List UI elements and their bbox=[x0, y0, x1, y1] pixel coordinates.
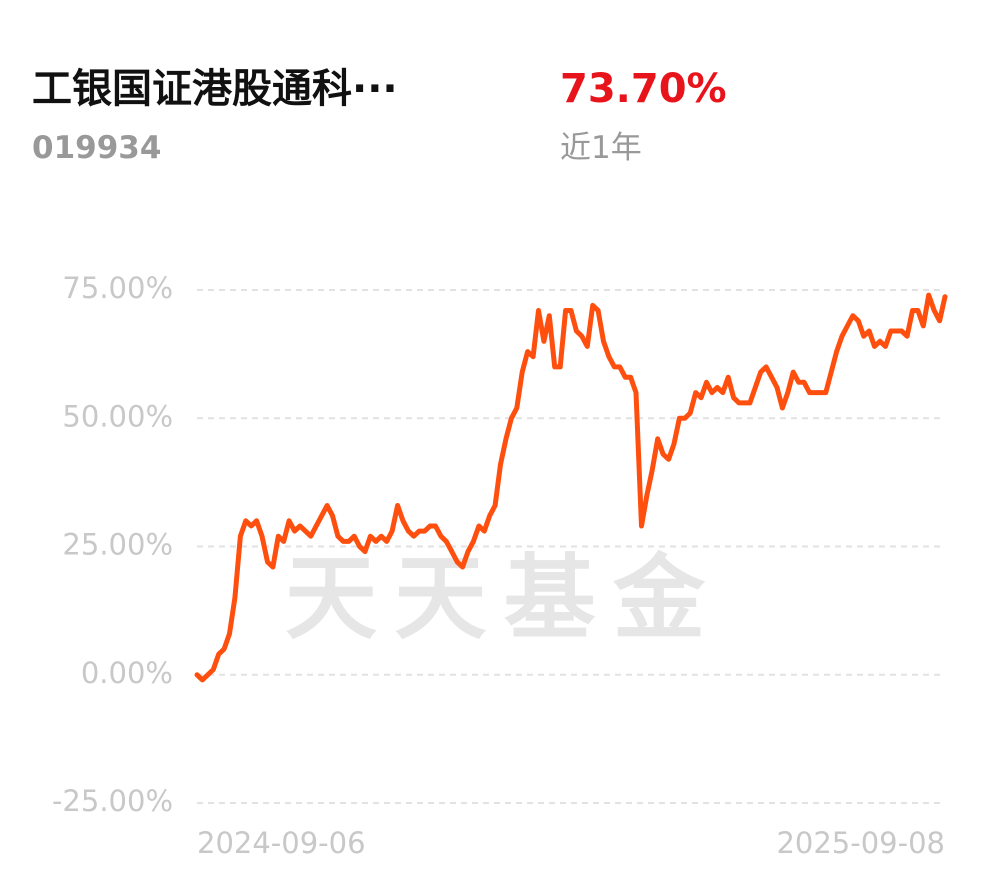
y-tick-label: 25.00% bbox=[62, 528, 173, 562]
line bbox=[194, 292, 948, 683]
y-tick-label: 50.00% bbox=[62, 399, 173, 433]
fund-code: 019934 bbox=[32, 130, 161, 166]
watermark: 天天基金 bbox=[285, 545, 706, 652]
y-tick-label: -25.00% bbox=[52, 784, 173, 818]
period: 近1年 bbox=[560, 130, 642, 166]
y-tick-label: 75.00% bbox=[62, 271, 173, 305]
x-tick-label: 2024-09-06 bbox=[197, 826, 366, 860]
x-tick-label: 2025-09-08 bbox=[776, 826, 945, 860]
y-tick-label: 0.00% bbox=[81, 656, 173, 690]
fund-title: 工银国证港股通科··· bbox=[32, 66, 398, 112]
return: 73.70% bbox=[560, 66, 727, 112]
